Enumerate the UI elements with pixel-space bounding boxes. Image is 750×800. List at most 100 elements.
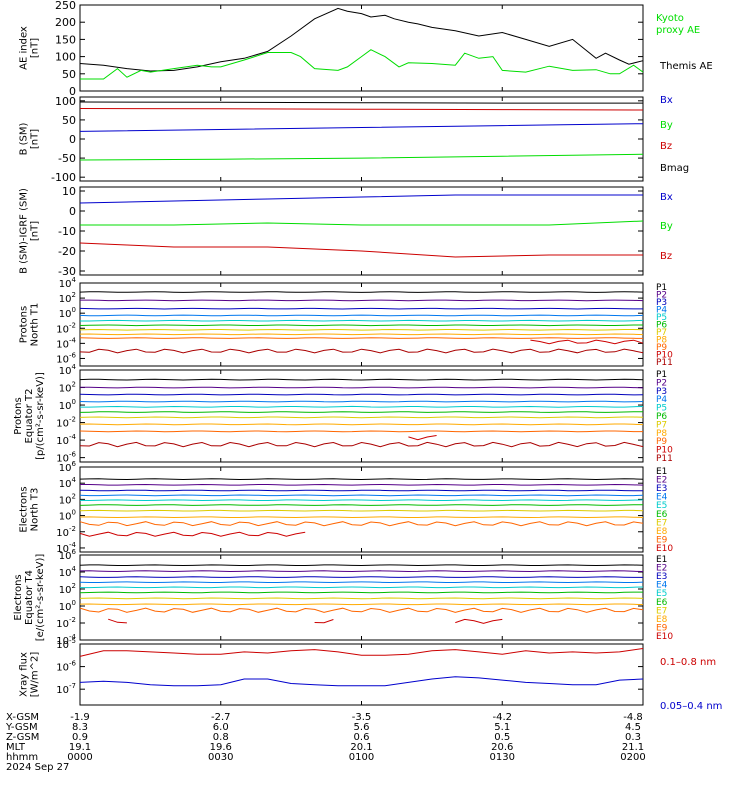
channel-P3 — [79, 307, 643, 310]
y-tick-label: 150 — [55, 33, 76, 46]
footer-label-hhmm: hhmm — [6, 752, 38, 763]
channel-P4 — [79, 400, 644, 403]
channel-E5 — [79, 499, 644, 502]
y-axis-label: Electrons — [13, 574, 24, 620]
y-tick-label: 10-6 — [56, 451, 76, 465]
y-axis-label: Electrons — [19, 486, 30, 532]
footer-value-mlt: 19.6 — [210, 742, 232, 753]
channel-P1 — [79, 378, 644, 381]
channel-E10 — [314, 619, 334, 624]
y-tick-label: 104 — [59, 276, 77, 290]
channel-E6 — [79, 504, 644, 506]
legend-E9: E9 — [656, 623, 668, 633]
y-axis-label: Protons — [13, 397, 24, 434]
legend-E10: E10 — [656, 632, 673, 642]
y-tick-label: 100 — [59, 599, 76, 613]
y-tick-label: 10-7 — [56, 682, 76, 696]
y-tick-label: 10-4 — [56, 633, 76, 647]
channel-P1 — [79, 291, 644, 293]
channel-E9 — [79, 607, 644, 613]
y-tick-label: 100 — [55, 51, 76, 64]
series-bx — [79, 194, 643, 204]
y-tick-label: -30 — [58, 265, 76, 278]
channel-E7 — [79, 597, 644, 600]
footer-value-x: -4.2 — [492, 712, 512, 723]
legend-E6: E6 — [656, 510, 668, 520]
legend-entry: proxy AE — [656, 25, 700, 36]
panel-frame — [79, 369, 644, 463]
y-tick-label: 102 — [59, 291, 76, 305]
channel-E2 — [80, 483, 644, 486]
legend-E4: E4 — [656, 581, 668, 591]
panel-xray: 10-5 10-6 10-7 Xray flux [W/m^2] 0.1–0.8 nm 0.… — [19, 637, 723, 712]
y-axis-label: Xray flux — [19, 652, 30, 697]
channel-P7 — [79, 328, 644, 331]
series-themis-ae — [79, 7, 644, 72]
legend-E1: E1 — [656, 467, 667, 477]
y-axis-label: Equator T2 — [24, 389, 35, 444]
series-0-1-0-8-nm — [79, 648, 644, 657]
y-tick-label: 200 — [55, 16, 76, 29]
legend-P3: P3 — [656, 387, 667, 397]
legend-P7: P7 — [656, 328, 667, 338]
footer-value-z: 0.5 — [494, 732, 510, 743]
legend-E6: E6 — [656, 598, 668, 608]
legend-entry: By — [660, 221, 673, 232]
y-tick-label: 0 — [69, 205, 76, 218]
footer-value-mlt: 19.1 — [69, 742, 91, 753]
legend-E3: E3 — [656, 484, 667, 494]
y-tick-label: 102 — [59, 582, 76, 596]
footer-value-mlt: 20.1 — [350, 742, 372, 753]
legend-P11: P11 — [656, 358, 673, 368]
channel-P5 — [80, 319, 644, 322]
legend-P6: P6 — [656, 321, 667, 331]
legend-P3: P3 — [656, 298, 667, 308]
footer-value-x: -2.7 — [211, 712, 231, 723]
legend-entry: Bz — [660, 251, 672, 262]
y-axis-label: B (SM)-IGRF (SM) — [19, 188, 30, 274]
channel-E8 — [79, 603, 644, 606]
legend-P1: P1 — [656, 283, 667, 293]
channel-E10 — [455, 618, 503, 624]
legend-P11: P11 — [656, 454, 673, 464]
y-tick-label: 0 — [69, 85, 76, 98]
footer-value-hhmm: 0200 — [620, 752, 645, 763]
y-axis-label: [nT] — [30, 38, 41, 58]
legend-entry: 0.05–0.4 nm — [660, 701, 722, 712]
panel-frame — [79, 554, 644, 641]
legend-E1: E1 — [656, 555, 667, 565]
channel-E4 — [79, 581, 644, 584]
y-tick-label: 106 — [59, 460, 77, 474]
legend-P10: P10 — [656, 351, 673, 361]
legend-entry: Bmag — [660, 163, 689, 174]
footer-ephemeris: X-GSM Y-GSM Z-GSM MLT hhmm 2024 Sep 27 -… — [5, 712, 646, 773]
legend-P5: P5 — [656, 404, 667, 414]
footer-label-mlt: MLT — [6, 742, 26, 753]
footer-value-y: 4.5 — [625, 722, 641, 733]
y-tick-label: -50 — [58, 152, 76, 165]
legend-E4: E4 — [656, 493, 668, 503]
footer-value-z: 0.8 — [213, 732, 229, 743]
y-tick-label: 50 — [62, 114, 76, 127]
channel-P8 — [79, 423, 644, 426]
y-axis-label: AE index — [19, 26, 30, 70]
panel-frame — [79, 4, 644, 92]
legend-E9: E9 — [656, 535, 668, 545]
y-axis-label: B (SM) — [19, 122, 30, 155]
panel-ee: 106 104 102 100 10-2 10-4 Electrons Equator T4[… — [13, 548, 673, 647]
legend-entry: Kyoto — [656, 13, 684, 24]
channel-E10 — [108, 618, 127, 624]
channel-E7 — [79, 509, 644, 512]
channel-E1 — [79, 478, 644, 481]
y-tick-label: -100 — [51, 171, 76, 184]
y-tick-label: 102 — [59, 381, 76, 395]
y-tick-label: 50 — [62, 68, 76, 81]
channel-P6 — [79, 324, 643, 327]
channel-P9 — [79, 430, 643, 433]
y-tick-label: 10-6 — [56, 660, 76, 674]
y-tick-label: 104 — [59, 363, 77, 377]
footer-value-hhmm: 0000 — [67, 752, 92, 763]
